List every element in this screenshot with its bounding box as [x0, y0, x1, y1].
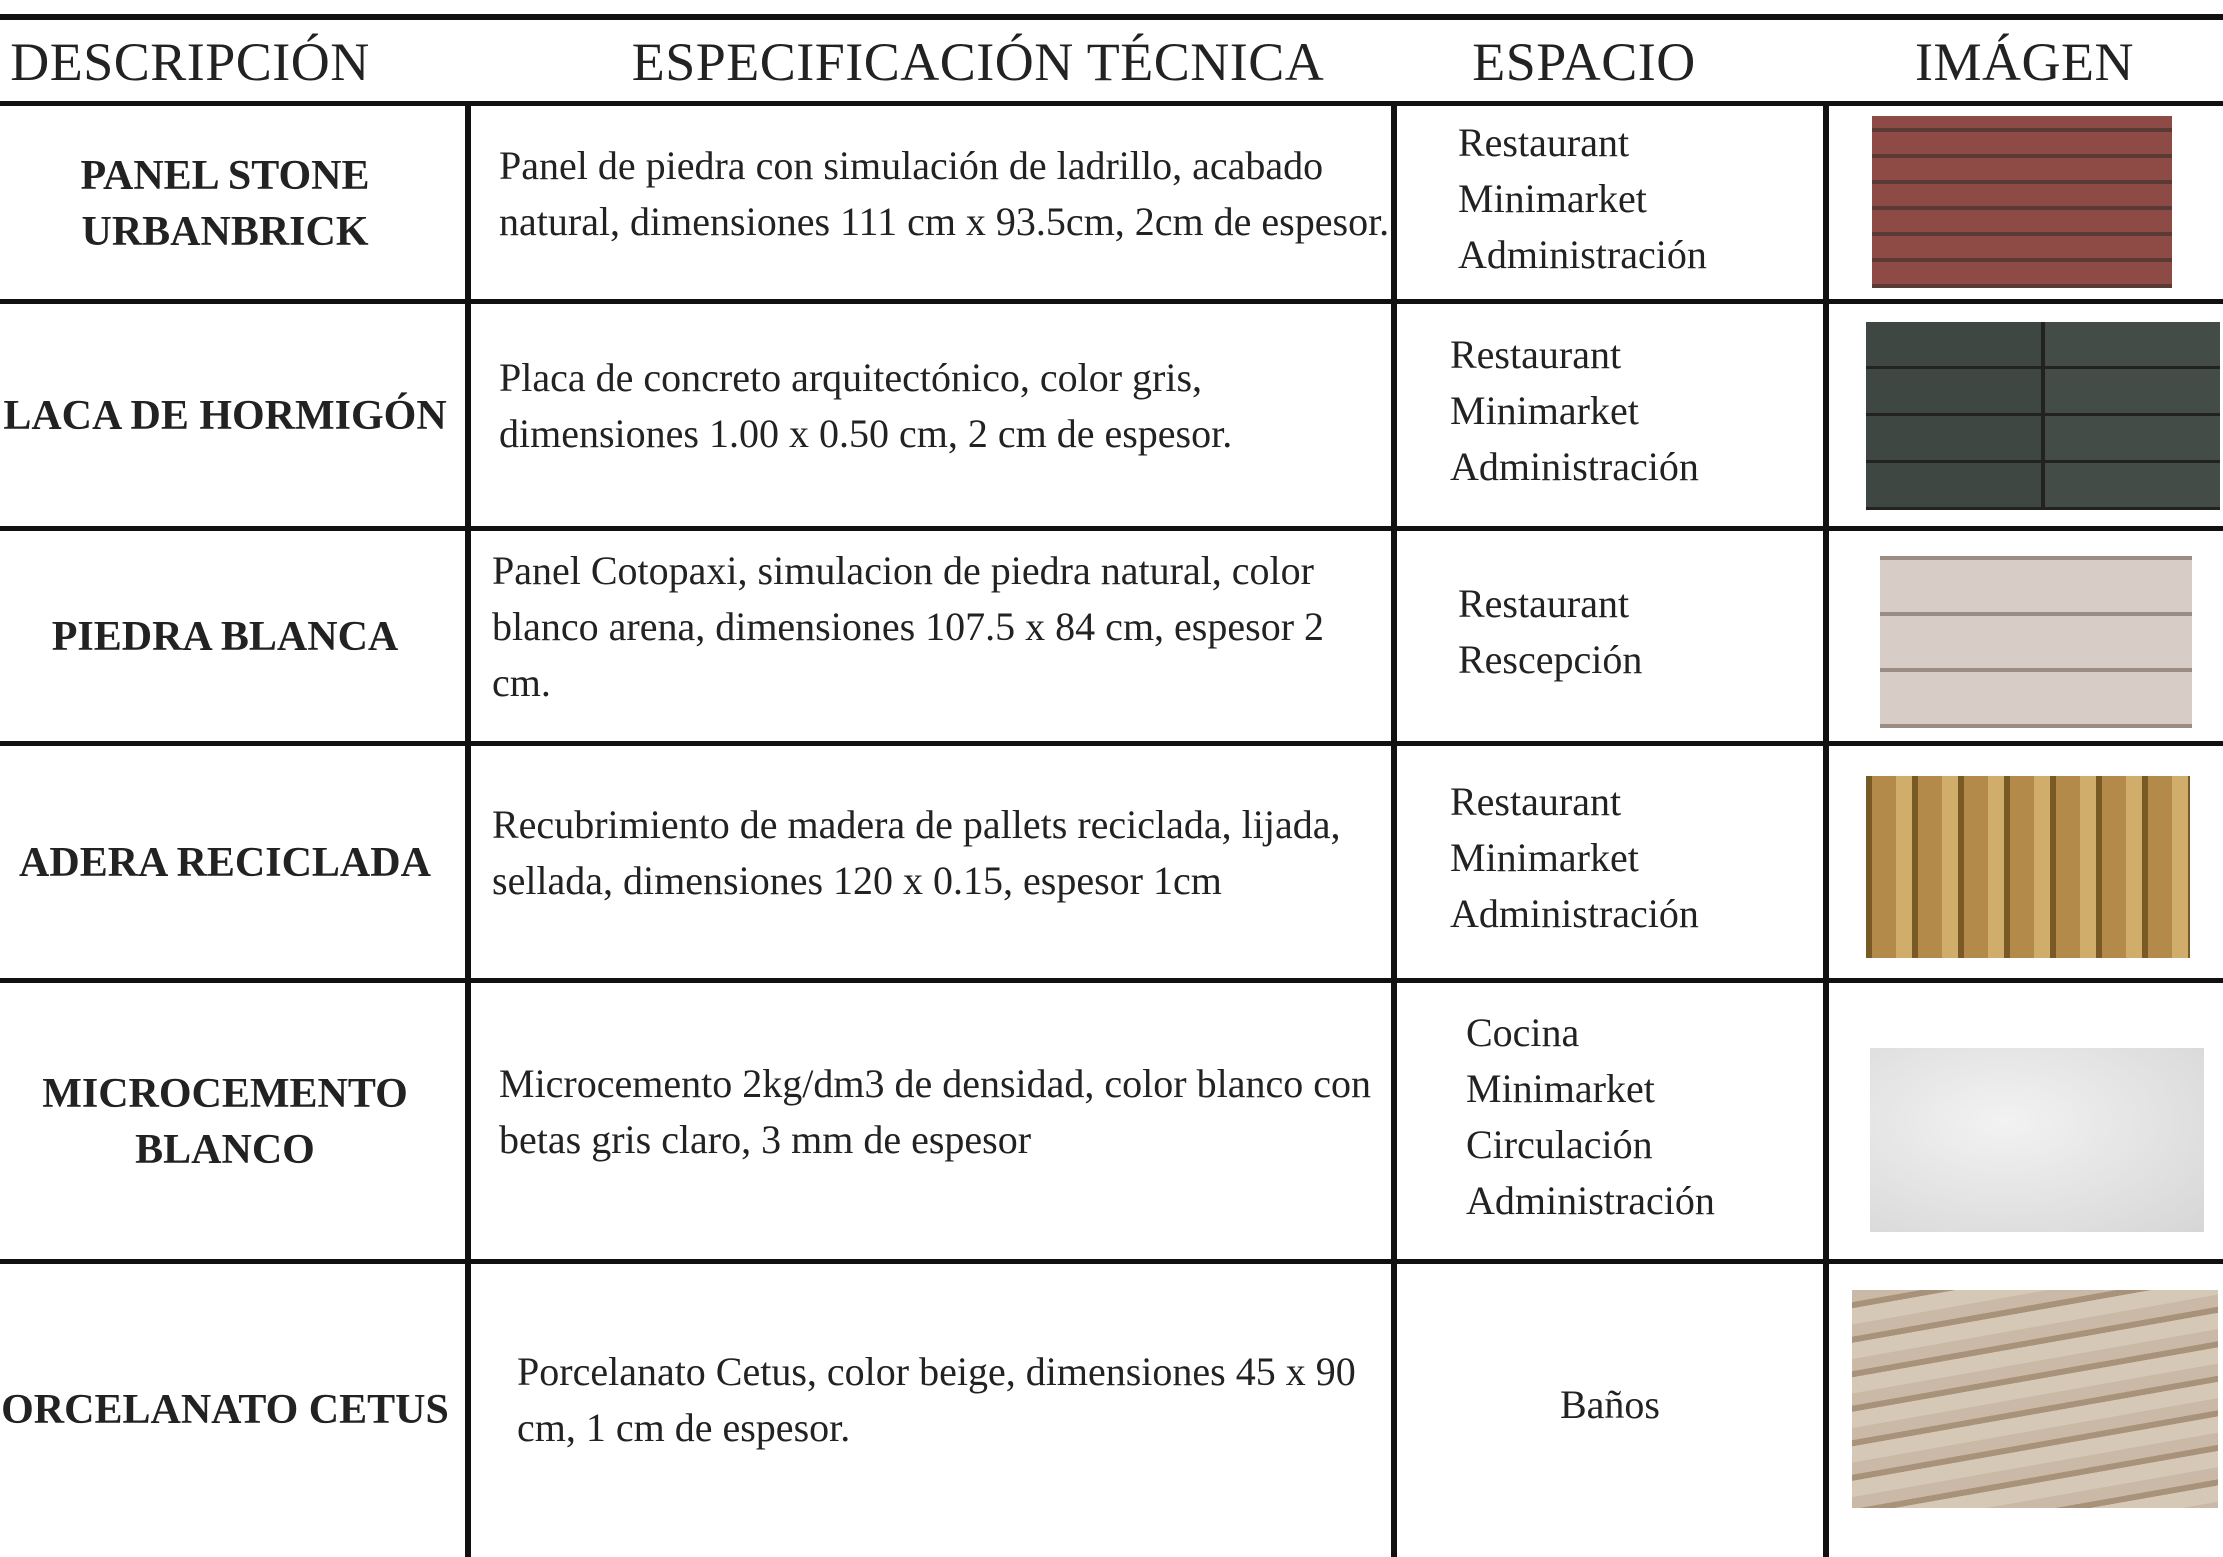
description: LACA DE HORMIGÓN — [3, 392, 447, 439]
column-header: IMÁGEN — [1915, 32, 2134, 92]
space: Administración — [1450, 890, 1699, 936]
space-list: Cocina Minimarket Circulación Administració… — [1466, 981, 1826, 1252]
space: Restaurant — [1458, 120, 1630, 165]
column-header: ESPECIFICACIÓN TÉCNICA — [631, 32, 1325, 92]
space-list: Restaurant Minimarket Administración — [1450, 302, 1810, 519]
specification: Microcemento 2kg/dm3 de densidad, color … — [499, 1060, 1371, 1162]
specification: Panel de piedra con simulación de ladril… — [499, 143, 1390, 244]
space: Baños — [1560, 1381, 1660, 1427]
space: Restaurant — [1450, 778, 1622, 824]
space: Cocina — [1466, 1009, 1580, 1055]
rule — [465, 104, 471, 1557]
rule — [0, 101, 2223, 106]
rule — [0, 14, 2223, 20]
space-list: Restaurant Minimarket Administración — [1458, 106, 1818, 292]
rule — [0, 299, 2223, 304]
space: Minimarket — [1466, 1065, 1655, 1111]
space: Restaurant — [1458, 580, 1630, 626]
rule — [0, 526, 2223, 531]
space: Administración — [1450, 443, 1699, 489]
rule — [0, 1259, 2223, 1264]
rule — [1391, 104, 1397, 1557]
concrete-image — [1866, 322, 2220, 510]
rule — [0, 741, 2223, 746]
specification: Placa de concreto arquitectónico, color … — [499, 354, 1233, 456]
space: Rescepción — [1458, 636, 1643, 682]
description: ORCELANATO CETUS — [1, 1386, 449, 1433]
space-list: Restaurant Rescepción — [1458, 529, 1818, 734]
specification: Porcelanato Cetus, color beige, dimensio… — [517, 1348, 1356, 1450]
column-header: ESPACIO — [1472, 32, 1696, 92]
brick-image — [1872, 116, 2172, 288]
description: MICROCEMENTO BLANCO — [42, 1070, 408, 1173]
description: ADERA RECICLADA — [19, 839, 431, 886]
specification: Panel Cotopaxi, simulacion de piedra nat… — [492, 547, 1325, 705]
space: Restaurant — [1450, 331, 1622, 377]
stone-image — [1880, 556, 2192, 728]
description: PANEL STONE URBANBRICK — [80, 153, 370, 255]
porcelain-image — [1852, 1290, 2218, 1508]
specification: Recubrimiento de madera de pallets recic… — [492, 801, 1341, 903]
rule — [1823, 104, 1829, 1557]
space: Circulación — [1466, 1121, 1653, 1167]
space-list: Restaurant Minimarket Administración — [1450, 744, 1810, 971]
space: Administración — [1466, 1177, 1715, 1223]
space: Minimarket — [1458, 176, 1647, 221]
space: Minimarket — [1450, 834, 1639, 880]
wood-image — [1866, 776, 2190, 958]
microcement-image — [1870, 1048, 2204, 1232]
rule — [0, 978, 2223, 983]
space: Minimarket — [1450, 387, 1639, 433]
space: Administración — [1458, 232, 1707, 277]
description: PIEDRA BLANCA — [51, 613, 399, 660]
column-header: DESCRIPCIÓN — [10, 32, 370, 92]
space-list: Baños — [1394, 1262, 1826, 1547]
